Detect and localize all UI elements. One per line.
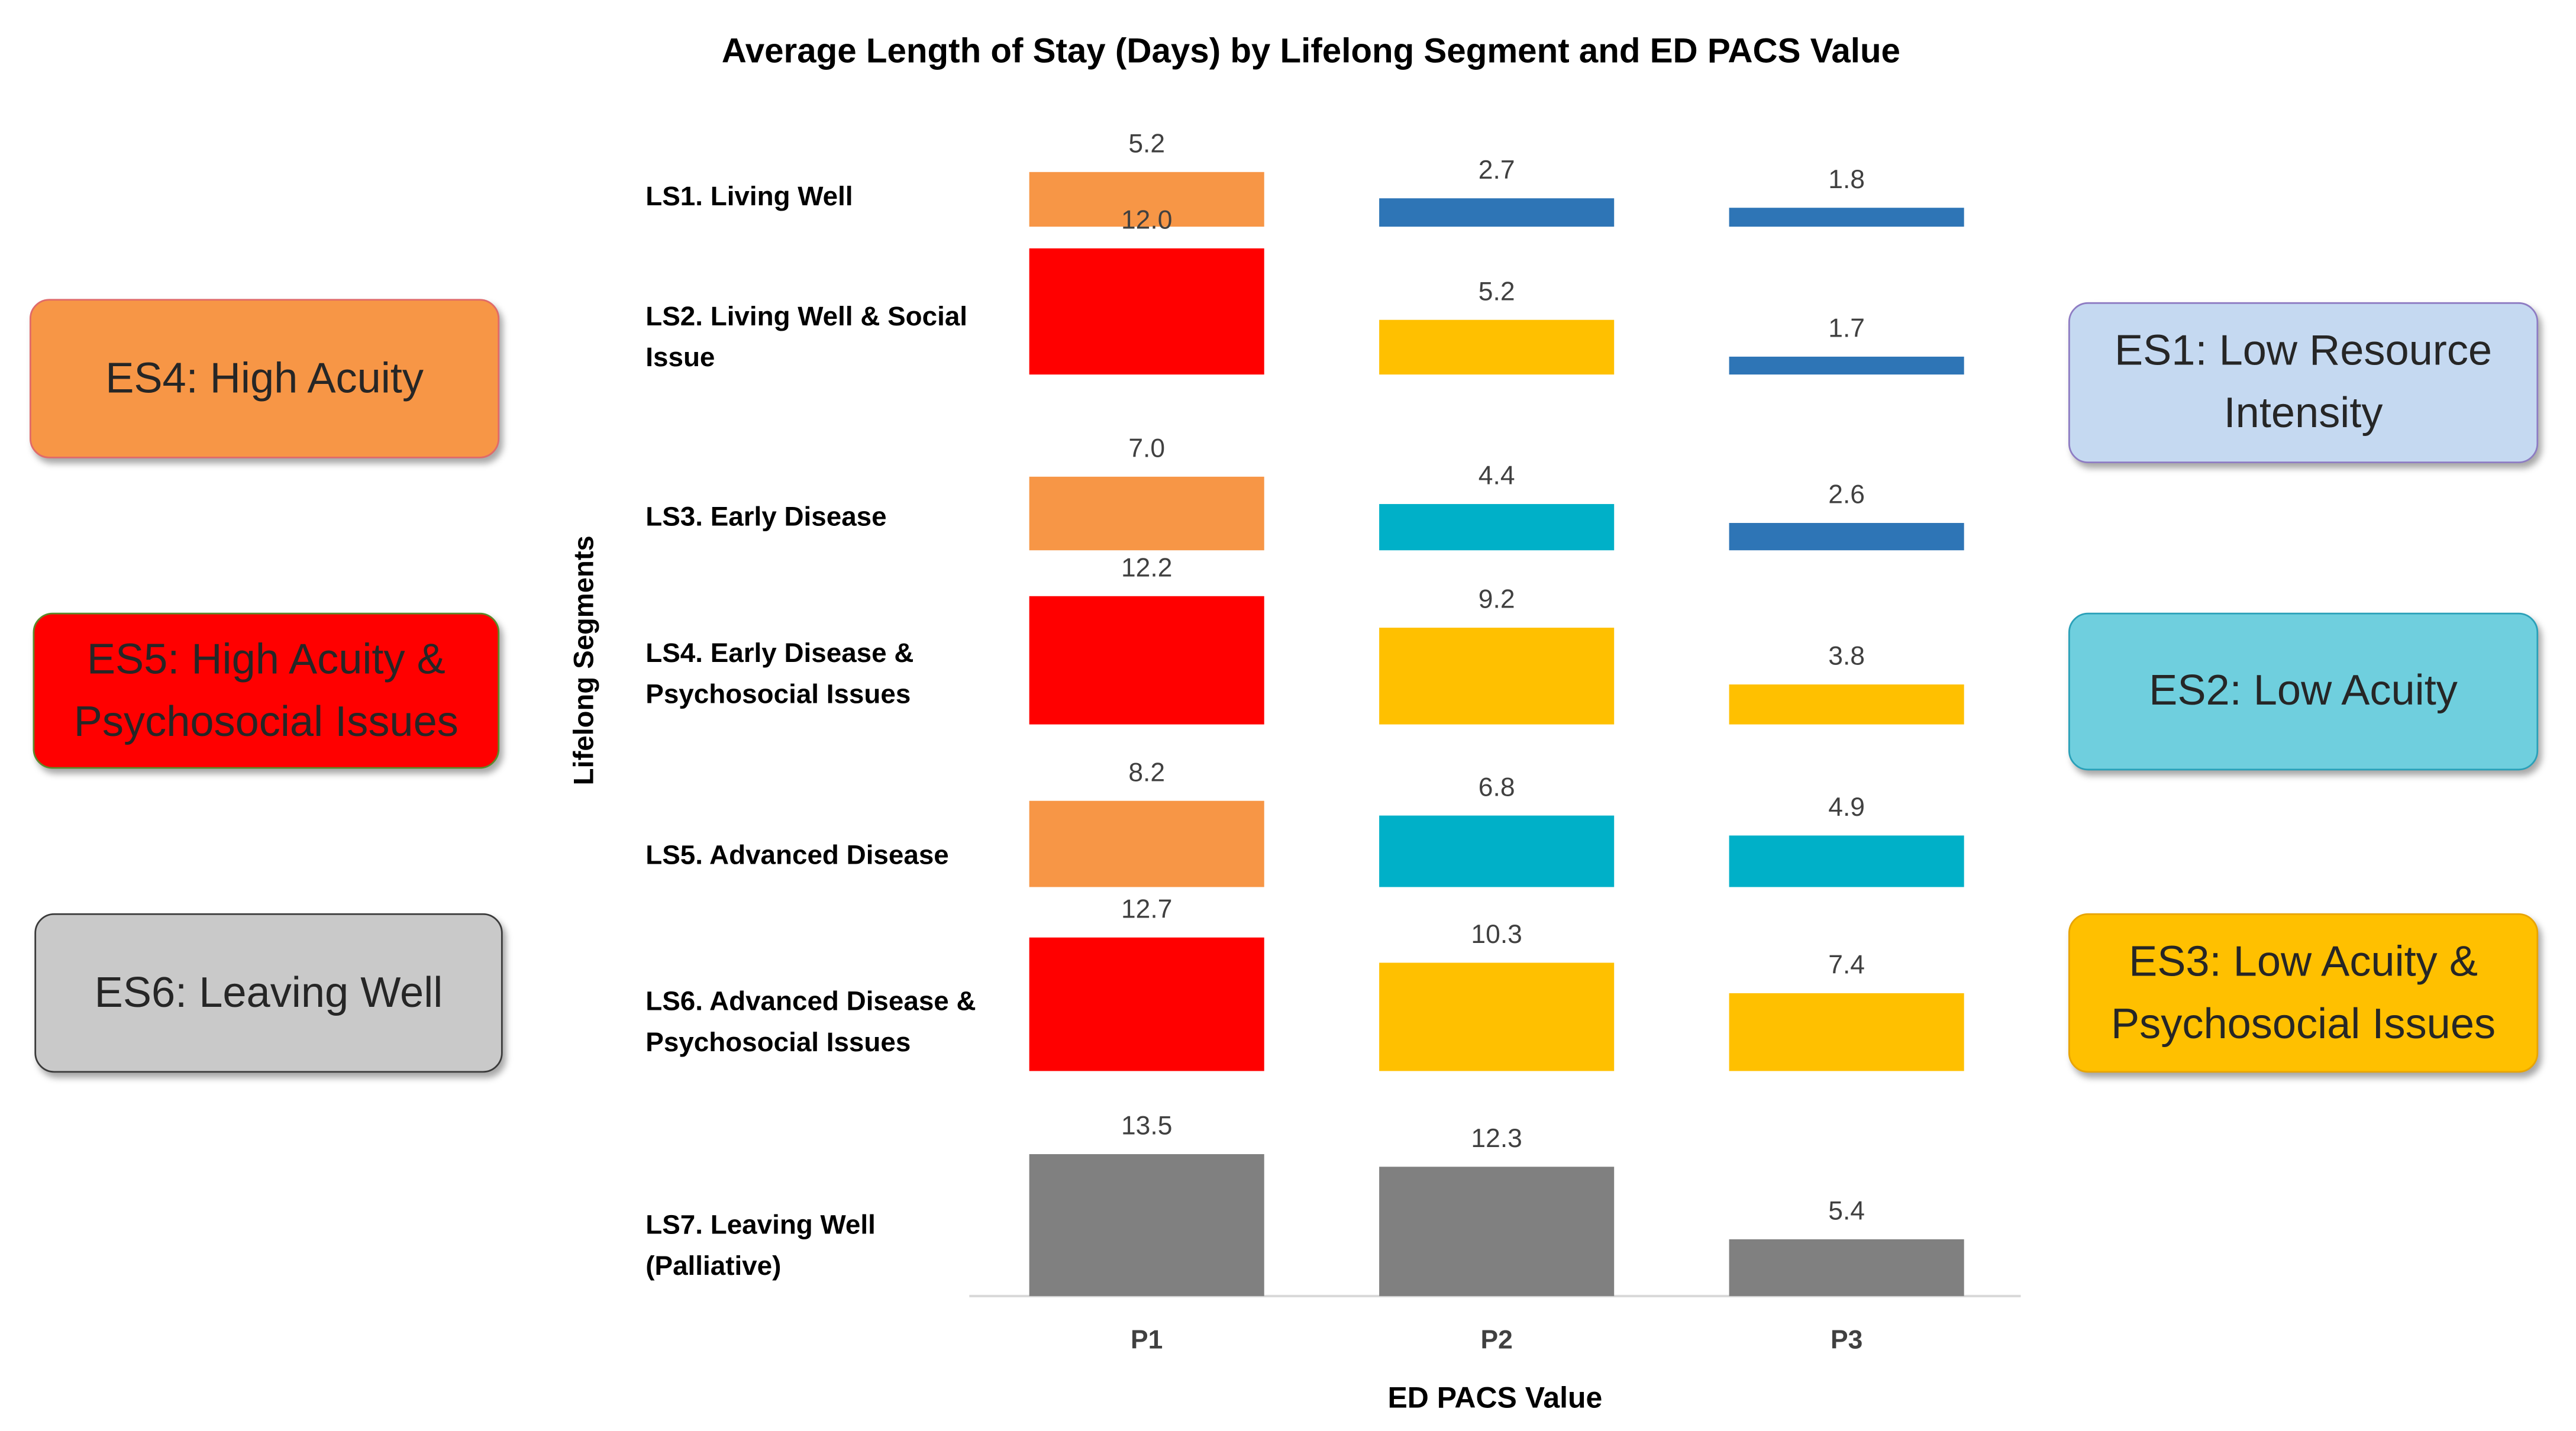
legend-box-text: ES3: Low Acuity & Psychosocial Issues xyxy=(2111,931,2496,1055)
data-label: 12.3 xyxy=(1471,1124,1522,1153)
data-label: 12.2 xyxy=(1121,553,1172,582)
legend-box-line: Psychosocial Issues xyxy=(2111,997,2496,1048)
data-label: 1.8 xyxy=(1828,165,1865,194)
bar xyxy=(1029,476,1264,551)
bar xyxy=(1029,800,1264,887)
data-label: 4.4 xyxy=(1479,461,1515,490)
data-label: 7.4 xyxy=(1828,951,1865,980)
bar xyxy=(1379,815,1615,887)
bar xyxy=(1729,993,1964,1071)
data-label: 4.9 xyxy=(1828,793,1865,822)
row-label: LS1. Living Well xyxy=(645,181,853,211)
row-labels: LS1. Living Well LS2. Living Well & Socia… xyxy=(645,181,976,1281)
bar xyxy=(1379,962,1615,1071)
chart-title: Average Length of Stay (Days) by Lifelon… xyxy=(722,32,1900,70)
legend-box-es2: ES2: Low Acuity xyxy=(2068,612,2539,771)
data-label: 2.7 xyxy=(1479,156,1515,185)
x-tick-label: P3 xyxy=(1831,1326,1862,1355)
x-tick-label: P2 xyxy=(1481,1326,1513,1355)
bars: 5.2 2.7 1.8 12.0 5.2 1.7 7.0 4.4 2.6 12.2 9.2 3.8 8.… xyxy=(1029,129,1964,1296)
legend-box-es5: ES5: High Acuity & Psychosocial Issues xyxy=(33,612,500,769)
data-label: 9.2 xyxy=(1479,585,1515,614)
bar xyxy=(1729,523,1964,551)
data-label: 1.7 xyxy=(1828,314,1865,343)
data-label: 13.5 xyxy=(1121,1112,1172,1141)
bar xyxy=(1729,208,1964,227)
legend-box-line: ES4: High Acuity xyxy=(105,353,424,402)
x-ticks: P1 P2 P3 xyxy=(1131,1326,1862,1355)
bar xyxy=(1379,504,1615,551)
legend-box-es1: ES1: Low Resource Intensity xyxy=(2068,302,2539,464)
legend-box-line: ES6: Leaving Well xyxy=(94,967,443,1016)
legend-box-line: ES1: Low Resource xyxy=(2115,325,2493,375)
bar xyxy=(1379,198,1615,227)
data-label: 8.2 xyxy=(1128,758,1165,787)
legend-box-line: ES2: Low Acuity xyxy=(2149,666,2458,715)
x-axis-label: ED PACS Value xyxy=(1387,1381,1602,1414)
bar xyxy=(1729,684,1964,725)
legend-box-es3: ES3: Low Acuity & Psychosocial Issues xyxy=(2068,913,2539,1073)
bar xyxy=(1029,937,1264,1071)
legend-box-es4: ES4: High Acuity xyxy=(29,299,500,458)
row-label: LS7. Leaving Well (Palliative) xyxy=(645,1209,876,1280)
row-label: LS3. Early Disease xyxy=(645,502,886,532)
y-axis-label: Lifelong Segments xyxy=(568,535,599,785)
data-label: 12.7 xyxy=(1121,894,1172,923)
data-label: 5.2 xyxy=(1479,277,1515,306)
row-label: LS2. Living Well & Social Issue xyxy=(645,301,967,372)
legend-box-text: ES6: Leaving Well xyxy=(95,962,443,1024)
bar xyxy=(1729,835,1964,887)
data-label: 5.2 xyxy=(1128,129,1165,158)
row-label: LS4. Early Disease & Psychosocial Issues xyxy=(645,638,913,709)
legend-box-line: Psychosocial Issues xyxy=(73,695,459,745)
bar xyxy=(1379,1167,1615,1296)
row-label: LS5. Advanced Disease xyxy=(645,840,949,870)
data-label: 12.0 xyxy=(1121,206,1172,235)
legend-box-line: ES5: High Acuity & xyxy=(86,634,446,683)
legend-box-line: Intensity xyxy=(2223,387,2383,437)
data-label: 5.4 xyxy=(1828,1197,1865,1226)
bar xyxy=(1029,172,1264,227)
bar xyxy=(1029,596,1264,725)
legend-box-text: ES4: High Acuity xyxy=(105,348,424,410)
data-label: 7.0 xyxy=(1128,434,1165,463)
legend-box-text: ES1: Low Resource Intensity xyxy=(2115,321,2492,444)
data-label: 3.8 xyxy=(1828,642,1865,671)
bar xyxy=(1729,1239,1964,1296)
legend-box-line: ES3: Low Acuity & xyxy=(2129,936,2478,986)
bar xyxy=(1729,356,1964,375)
bar xyxy=(1029,1154,1264,1296)
legend-box-text: ES2: Low Acuity xyxy=(2149,661,2458,723)
bar xyxy=(1379,319,1615,375)
x-tick-label: P1 xyxy=(1131,1326,1163,1355)
legend-box-text: ES5: High Acuity & Psychosocial Issues xyxy=(74,629,459,752)
data-label: 6.8 xyxy=(1479,773,1515,802)
legend-box-es6: ES6: Leaving Well xyxy=(34,913,503,1073)
bar xyxy=(1029,248,1264,375)
row-label: LS6. Advanced Disease & Psychosocial Issu… xyxy=(645,986,976,1057)
data-label: 10.3 xyxy=(1471,920,1522,949)
data-label: 2.6 xyxy=(1828,480,1865,509)
bar xyxy=(1379,628,1615,725)
